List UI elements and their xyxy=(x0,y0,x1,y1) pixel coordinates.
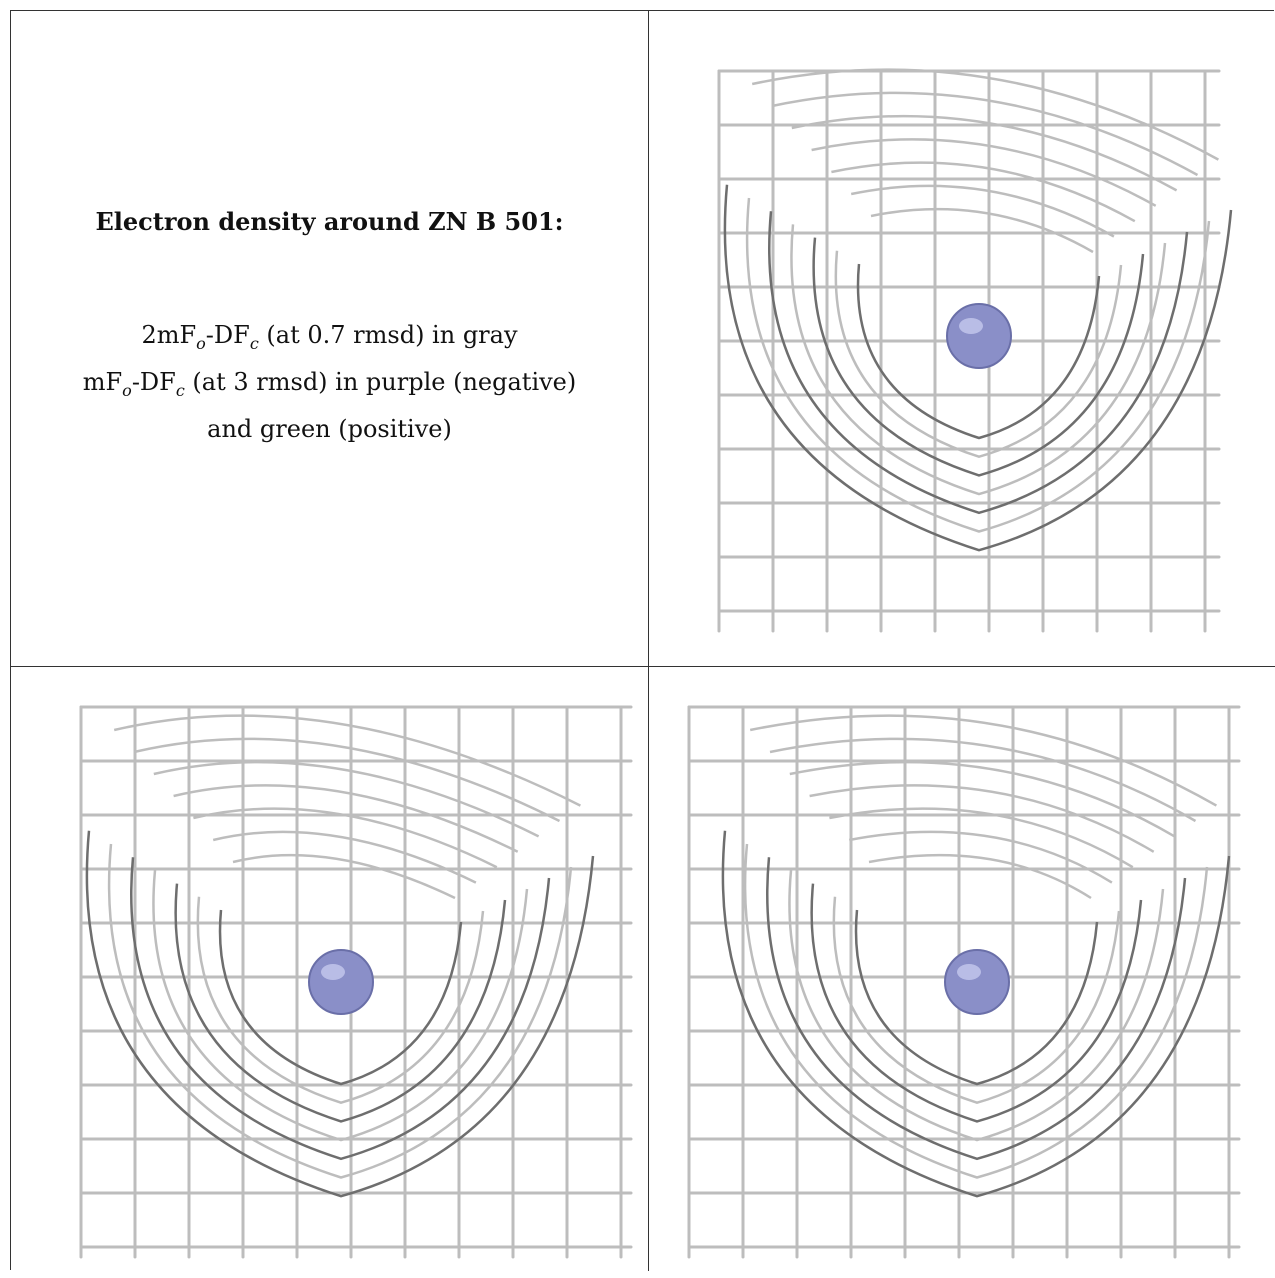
mesh-contour xyxy=(193,807,498,869)
mesh-contour xyxy=(85,830,595,1198)
mesh-contour xyxy=(789,760,1176,838)
mesh-contour xyxy=(218,909,463,1086)
table-divider-horizontal xyxy=(11,666,1275,667)
legend-line-fo-fc: mFo-DFc (at 3 rmsd) in purple (negative) xyxy=(82,367,577,400)
mesh-contour xyxy=(766,857,1187,1161)
legend-line-colors: and green (positive) xyxy=(207,414,452,443)
atom-highlight xyxy=(957,964,981,980)
mesh-contour xyxy=(834,250,1123,459)
mesh-contour xyxy=(790,224,1167,496)
mesh-contour xyxy=(749,714,1218,807)
view-top-right xyxy=(649,11,1275,666)
mesh-contour xyxy=(832,896,1121,1105)
atom-highlight xyxy=(321,964,345,980)
mesh-contour xyxy=(113,714,581,807)
mesh-contour xyxy=(723,184,1233,552)
mesh-contour xyxy=(791,114,1178,192)
mesh-contour xyxy=(196,896,485,1105)
mesh-contour xyxy=(745,197,1211,533)
view-bottom-right xyxy=(649,667,1275,1271)
mesh-contour xyxy=(232,853,456,900)
mesh-contour xyxy=(870,207,1094,254)
mesh-contour xyxy=(743,843,1209,1179)
mesh-contour xyxy=(850,184,1115,238)
mesh-contour xyxy=(812,237,1145,477)
density-mesh-view-3 xyxy=(687,705,1241,1259)
mesh-contour xyxy=(771,91,1199,177)
density-mesh-view-1 xyxy=(717,68,1233,633)
map-legend: 2mFo-DFc (at 0.7 rmsd) in gray mFo-DFc (… xyxy=(83,316,577,448)
mesh-contour xyxy=(868,853,1092,900)
mesh-contour xyxy=(130,857,551,1161)
atom-highlight xyxy=(959,318,983,334)
mesh-contour xyxy=(173,784,519,853)
zinc-atom-sphere xyxy=(944,949,1010,1015)
mesh-contour xyxy=(212,830,477,884)
zinc-atom-sphere xyxy=(308,949,374,1015)
figure-title: Electron density around ZN B 501: xyxy=(95,207,564,236)
figure-table: Electron density around ZN B 501: 2mFo-D… xyxy=(10,10,1275,1271)
table-divider-vertical xyxy=(648,11,649,1271)
mesh-contour xyxy=(107,843,573,1179)
mesh-contour xyxy=(174,883,507,1123)
mesh-contour xyxy=(848,830,1113,884)
zinc-atom-sphere xyxy=(946,303,1012,369)
mesh-contour xyxy=(751,68,1220,161)
description-cell: Electron density around ZN B 501: 2mFo-D… xyxy=(11,11,648,666)
mesh-contour xyxy=(153,760,540,838)
mesh-contour xyxy=(721,830,1231,1198)
mesh-contour xyxy=(831,161,1136,223)
mesh-contour xyxy=(769,737,1197,823)
mesh-contour xyxy=(856,263,1101,440)
mesh-contour xyxy=(854,909,1099,1086)
mesh-contour xyxy=(809,784,1155,853)
mesh-contour xyxy=(811,138,1157,207)
mesh-contour xyxy=(152,870,529,1142)
mesh-contour xyxy=(768,211,1189,515)
mesh-contour xyxy=(133,737,561,823)
mesh-contour xyxy=(810,883,1143,1123)
density-mesh-view-2 xyxy=(79,705,633,1259)
legend-line-2fo-fc: 2mFo-DFc (at 0.7 rmsd) in gray xyxy=(141,321,518,353)
view-bottom-left xyxy=(11,667,648,1271)
mesh-contour xyxy=(829,807,1134,869)
mesh-contour xyxy=(788,870,1165,1142)
